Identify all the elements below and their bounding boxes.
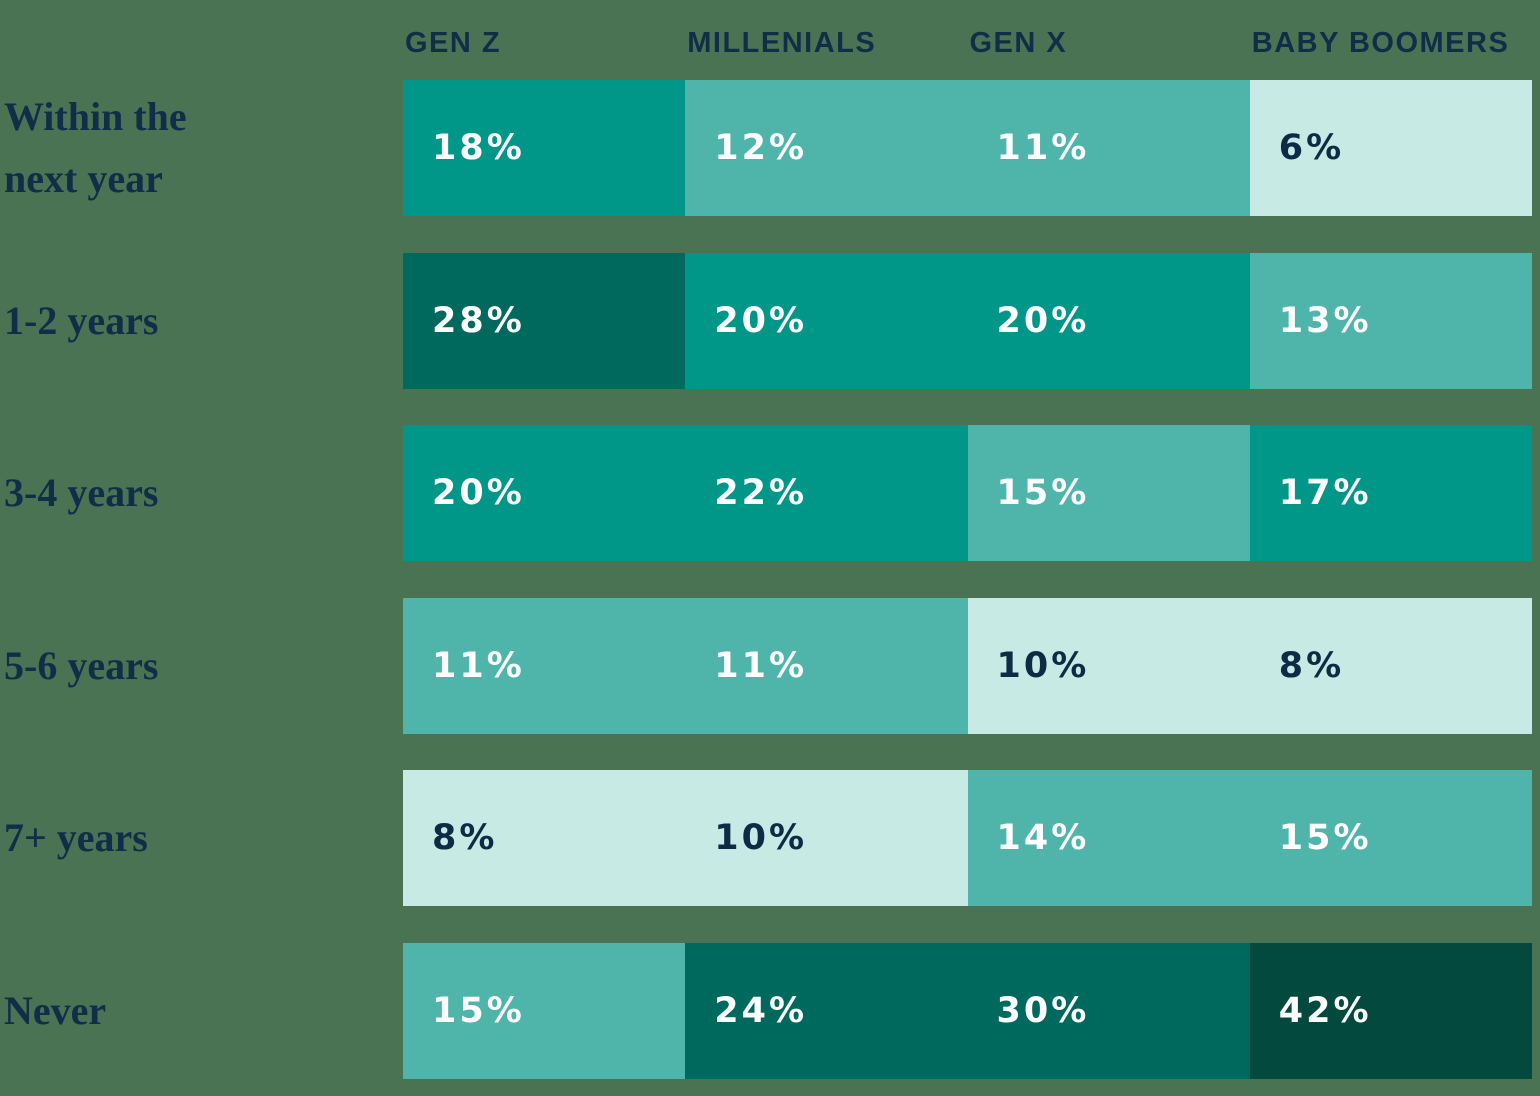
cell-value: 8%	[1278, 645, 1345, 686]
heatmap-row: 11% 11% 10% 8%	[403, 597, 1532, 734]
row-label: 7+ years	[4, 815, 148, 860]
cell-value: 18%	[432, 128, 525, 168]
cell-value: 15%	[1278, 818, 1372, 858]
heatmap-cell: 22%	[685, 425, 968, 561]
heatmap-cell: 14%	[967, 770, 1250, 906]
cell-value: 15%	[432, 990, 525, 1031]
heatmap-row: 8% 10% 14% 15%	[403, 770, 1532, 906]
cell-value: 20%	[714, 300, 808, 341]
heatmap-cell: 15%	[403, 942, 686, 1079]
cell-value: 10%	[996, 645, 1090, 686]
cell-value: 11%	[432, 645, 525, 686]
heatmap-cell: 20%	[685, 252, 968, 389]
heatmap-cell: 15%	[1249, 770, 1532, 906]
heatmap-row: 28% 20% 20% 13%	[403, 252, 1532, 389]
heatmap-cell: 10%	[967, 597, 1250, 734]
heatmap-cell: 24%	[685, 942, 968, 1079]
cell-value: 11%	[996, 128, 1090, 168]
heatmap-cell: 20%	[403, 425, 686, 561]
heatmap-cell: 13%	[1249, 252, 1532, 389]
cell-value: 22%	[714, 473, 808, 513]
heatmap-cell: 42%	[1249, 942, 1532, 1079]
heatmap-row: 18% 12% 11% 6%	[403, 80, 1532, 216]
column-headers: GEN Z MILLENIALS GEN X BABY BOOMERS	[403, 24, 1532, 62]
cell-value: 17%	[1278, 473, 1372, 513]
heatmap-cell: 18%	[403, 80, 686, 216]
cell-value: 12%	[714, 128, 808, 168]
row-label: Within the next year	[4, 94, 187, 201]
row-label: 5-6 years	[4, 642, 159, 688]
heatmap-cell: 11%	[403, 597, 686, 734]
cell-value: 6%	[1278, 128, 1345, 168]
cell-value: 20%	[996, 300, 1090, 341]
heatmap-cell: 10%	[685, 770, 968, 906]
cell-value: 20%	[432, 473, 525, 513]
column-header: GEN Z	[405, 27, 502, 59]
heatmap-cell: 30%	[967, 942, 1250, 1079]
heatmap-cell: 11%	[967, 80, 1250, 216]
column-header: MILLENIALS	[687, 27, 877, 59]
heatmap-cell: 20%	[967, 252, 1250, 389]
cell-value: 11%	[714, 645, 808, 686]
heatmap-cell: 8%	[1249, 597, 1532, 734]
heatmap-row: 15% 24% 30% 42%	[403, 942, 1532, 1079]
cell-value: 28%	[432, 300, 525, 341]
cell-value: 15%	[996, 473, 1090, 513]
heatmap-cell: 17%	[1249, 425, 1532, 561]
heatmap-cell: 15%	[967, 425, 1250, 561]
heatmap-cell: 8%	[403, 770, 686, 906]
row-label: Never	[4, 987, 107, 1033]
heatmap-cell: 12%	[685, 80, 968, 216]
heatmap-cell: 6%	[1249, 80, 1532, 216]
cell-value: 13%	[1278, 300, 1372, 341]
cell-value: 30%	[996, 990, 1090, 1031]
column-header: GEN X	[969, 27, 1068, 59]
heatmap-cell: 28%	[403, 252, 686, 389]
cell-value: 8%	[432, 818, 498, 858]
row-label: 3-4 years	[4, 470, 159, 515]
heatmap-cell: 11%	[685, 597, 968, 734]
cell-value: 10%	[714, 818, 808, 858]
column-header: BABY BOOMERS	[1251, 27, 1510, 59]
cell-value: 24%	[714, 990, 808, 1031]
row-label: 1-2 years	[4, 297, 159, 343]
cell-value: 14%	[996, 818, 1090, 858]
heatmap-row: 20% 22% 15% 17%	[403, 425, 1532, 561]
cell-value: 42%	[1278, 990, 1372, 1031]
